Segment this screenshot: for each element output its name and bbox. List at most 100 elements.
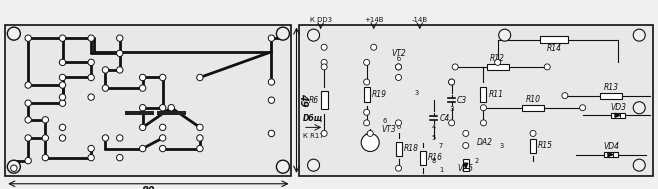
Circle shape [463,143,468,149]
Text: VD5: VD5 [458,164,474,173]
Text: 49: 49 [299,93,309,107]
Text: R13: R13 [603,83,619,92]
Circle shape [88,74,94,81]
Circle shape [59,124,66,131]
Text: R6: R6 [309,96,318,105]
Circle shape [59,94,66,100]
Text: VD3: VD3 [610,103,626,112]
Text: 5: 5 [432,135,436,141]
Text: 7: 7 [439,143,443,149]
Text: 1: 1 [439,167,443,173]
Circle shape [116,135,123,141]
Circle shape [307,159,320,171]
Circle shape [42,117,49,123]
Polygon shape [464,163,468,168]
Circle shape [102,67,109,73]
Text: Dбщ: Dбщ [303,114,323,123]
Bar [157,111,186,115]
Circle shape [321,44,327,50]
Text: к: к [365,132,368,138]
Circle shape [7,160,20,173]
Circle shape [633,29,645,41]
Circle shape [59,35,66,41]
Text: -14В: -14В [412,17,428,22]
Text: 8: 8 [432,158,436,164]
Bar [600,93,622,99]
Text: R10: R10 [526,95,540,104]
Text: 80: 80 [141,186,155,189]
Bar [420,151,426,165]
Text: б: б [397,124,401,130]
Circle shape [364,79,370,85]
Circle shape [197,145,203,152]
Circle shape [168,105,174,111]
Bar [522,105,544,111]
Text: 3: 3 [449,106,454,112]
Circle shape [449,120,455,126]
Text: б: б [397,56,401,62]
Circle shape [276,27,290,40]
Circle shape [580,105,586,111]
Circle shape [59,135,66,141]
Circle shape [197,124,203,131]
Circle shape [116,67,123,73]
Circle shape [42,154,49,161]
Circle shape [139,124,146,131]
Circle shape [562,93,568,99]
Circle shape [88,94,94,100]
Circle shape [88,145,94,152]
Circle shape [116,154,123,161]
Circle shape [25,82,32,88]
Circle shape [25,117,32,123]
Text: 6: 6 [382,118,386,124]
Circle shape [370,44,377,50]
Circle shape [88,59,94,66]
Circle shape [463,130,468,136]
Bar [125,111,154,115]
Circle shape [159,145,166,152]
Circle shape [633,159,645,171]
Circle shape [116,50,123,57]
Circle shape [159,74,166,81]
Circle shape [449,79,455,85]
Bar [480,87,486,102]
Circle shape [395,120,401,126]
Bar [487,64,509,70]
Text: К DD3: К DD3 [309,17,332,22]
Circle shape [197,135,203,141]
Circle shape [116,35,123,41]
Bar [463,159,468,171]
Circle shape [25,157,32,164]
Bar [611,113,625,118]
Text: 3: 3 [499,143,503,149]
Circle shape [59,59,66,66]
Text: C3: C3 [457,96,467,105]
Circle shape [452,64,458,70]
Circle shape [321,64,327,70]
Circle shape [268,130,274,137]
Circle shape [367,130,373,136]
Text: 4: 4 [432,124,436,130]
Bar [364,87,370,102]
Circle shape [364,109,370,115]
Bar [540,36,569,43]
Bar [5,25,291,176]
Text: К R17: К R17 [303,133,324,139]
Circle shape [364,59,370,65]
Circle shape [307,29,320,41]
Circle shape [395,64,401,70]
Circle shape [544,64,550,70]
Text: VD4: VD4 [603,142,619,151]
Text: R19: R19 [372,90,387,99]
Circle shape [159,135,166,141]
Text: R11: R11 [488,90,503,99]
Text: VT2: VT2 [392,49,406,58]
Circle shape [42,135,49,141]
Text: R12: R12 [490,54,505,63]
Circle shape [361,133,379,152]
Circle shape [633,102,645,114]
Circle shape [480,105,486,111]
Circle shape [159,124,166,131]
Circle shape [321,59,327,65]
Circle shape [102,135,109,141]
